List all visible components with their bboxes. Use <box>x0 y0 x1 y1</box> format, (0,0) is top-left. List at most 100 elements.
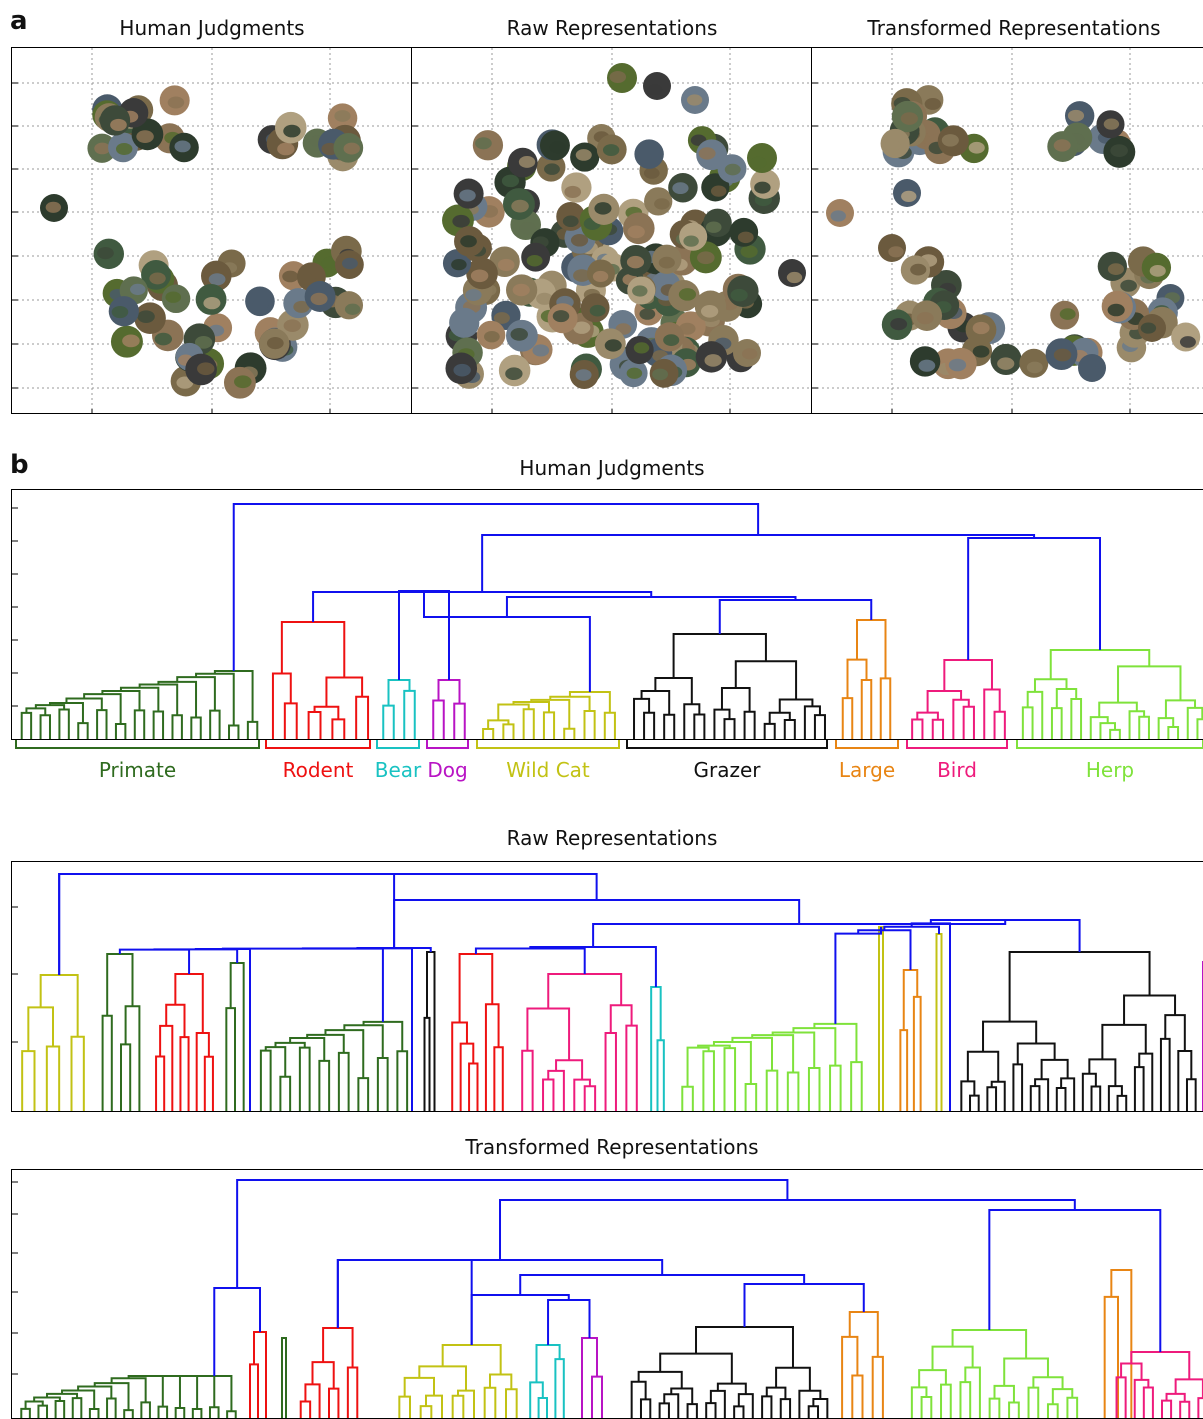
dendrogram-link <box>48 701 84 724</box>
image-thumbnail <box>643 72 671 100</box>
dendrogram-link <box>502 723 515 739</box>
image-thumbnail <box>625 335 654 365</box>
image-thumbnail <box>472 130 504 161</box>
dendrogram-link <box>120 1043 132 1111</box>
image-thumbnail <box>619 358 648 388</box>
dendrogram-link <box>686 1046 710 1087</box>
image-thumbnail <box>681 86 709 114</box>
image-thumbnail <box>634 139 664 169</box>
cluster-labels: Primate Rodent Bear Dog Wild Cat Grazer Large B… <box>15 740 1203 782</box>
dendrogram-link <box>1142 1386 1154 1418</box>
dendrogram-link <box>993 710 1006 739</box>
dendrogram-link <box>1133 1378 1150 1418</box>
dendrogram-link <box>771 1031 816 1069</box>
image-thumbnail <box>185 353 217 386</box>
dendrogram-transformed <box>11 1169 1203 1419</box>
dendrogram-link <box>123 1409 134 1418</box>
dendrogram-link <box>387 679 411 706</box>
cluster-label-large: Large <box>835 740 899 782</box>
image-thumbnail <box>40 194 68 222</box>
image-thumbnail <box>652 244 682 274</box>
dendrogram-link <box>118 948 191 974</box>
dendrogram-link <box>670 1387 694 1405</box>
dendrogram-link <box>512 700 550 713</box>
dendrogram-link <box>191 1408 203 1418</box>
dendrogram-link <box>926 689 963 713</box>
image-thumbnail <box>1141 252 1172 283</box>
dendrogram-link <box>328 1387 340 1418</box>
dendrogram-link <box>157 680 198 718</box>
dendrogram-link <box>468 1062 479 1111</box>
dendrogram-link <box>1050 707 1063 739</box>
dendrogram-link <box>603 711 616 739</box>
dendrogram-link <box>931 718 945 739</box>
dendrogram-link <box>418 1365 467 1391</box>
dendrogram-link <box>1008 1401 1020 1418</box>
dendrogram-link <box>521 1049 534 1111</box>
dendrogram-link <box>264 1046 287 1077</box>
image-thumbnail <box>694 290 727 322</box>
dendrogram-link <box>236 1179 789 1288</box>
image-thumbnail <box>502 188 535 220</box>
dendrogram-link <box>355 695 370 739</box>
image-thumbnail <box>161 284 191 314</box>
dendrogram-link <box>813 714 826 739</box>
dendrogram-link <box>209 709 221 739</box>
dendrogram-link <box>96 709 108 739</box>
dendrogram-link <box>850 1061 863 1111</box>
image-thumbnail <box>108 296 139 327</box>
dendrogram-link <box>643 711 656 739</box>
dendrogram-link <box>318 1059 331 1111</box>
scatter-plot-human <box>11 47 413 414</box>
image-thumbnail <box>911 300 943 331</box>
dendrogram-link <box>346 1366 359 1418</box>
image-thumbnail <box>108 132 138 163</box>
dendrogram-link <box>37 1404 49 1418</box>
dendrogram-link <box>744 1082 758 1111</box>
image-thumbnail <box>1103 135 1136 168</box>
dendrogram-link <box>101 1014 113 1111</box>
dendrogram-link <box>54 1400 66 1418</box>
svg-text:Primate: Primate <box>99 758 176 782</box>
image-thumbnail <box>588 193 620 225</box>
dendrogram-link <box>138 683 179 716</box>
svg-text:Dog: Dog <box>427 758 467 782</box>
dendrogram-link <box>779 1398 792 1418</box>
dendrogram-link <box>1157 717 1175 739</box>
scatter-title-human: Human Judgments <box>119 16 305 40</box>
dendrogram-link <box>912 995 922 1111</box>
dendrogram-link <box>1196 718 1203 739</box>
image-thumbnail <box>505 319 538 352</box>
image-thumbnail <box>881 309 913 340</box>
dendrogram-link <box>396 1050 409 1111</box>
image-thumbnail <box>654 322 685 352</box>
dendrogram-link <box>583 1085 597 1111</box>
dendrogram-link <box>39 974 79 1037</box>
dendrogram-link <box>159 1024 174 1111</box>
dendrogram-link <box>702 1050 715 1111</box>
dendrogram-link <box>271 672 292 739</box>
dendrogram-link <box>547 973 623 1009</box>
dendrogram-link <box>918 1369 947 1388</box>
cluster-label-herp: Herp <box>1016 740 1203 782</box>
dendrogram-link <box>423 1016 431 1111</box>
image-thumbnail <box>909 346 941 377</box>
dendrogram-link <box>530 698 571 729</box>
dendrogram-link <box>1012 1063 1024 1111</box>
image-thumbnail <box>169 132 199 163</box>
svg-text:Wild Cat: Wild Cat <box>506 758 590 782</box>
image-thumbnail <box>334 291 364 320</box>
image-thumbnail <box>453 178 484 209</box>
dendrogram-link <box>591 1375 603 1418</box>
dendrogram-link <box>1003 1357 1049 1386</box>
dendrogram-link <box>1138 715 1150 739</box>
dendrogram-link <box>1164 1014 1186 1051</box>
dendrogram-link <box>761 1395 773 1418</box>
dendrogram-link <box>165 1003 186 1038</box>
dendrogram-link <box>1133 1066 1145 1111</box>
dendrogram-link <box>140 1401 151 1418</box>
dendrogram-link <box>1164 699 1197 719</box>
dendrogram-link <box>526 1007 571 1061</box>
image-thumbnail <box>747 143 777 173</box>
dendrogram-link <box>119 686 160 712</box>
